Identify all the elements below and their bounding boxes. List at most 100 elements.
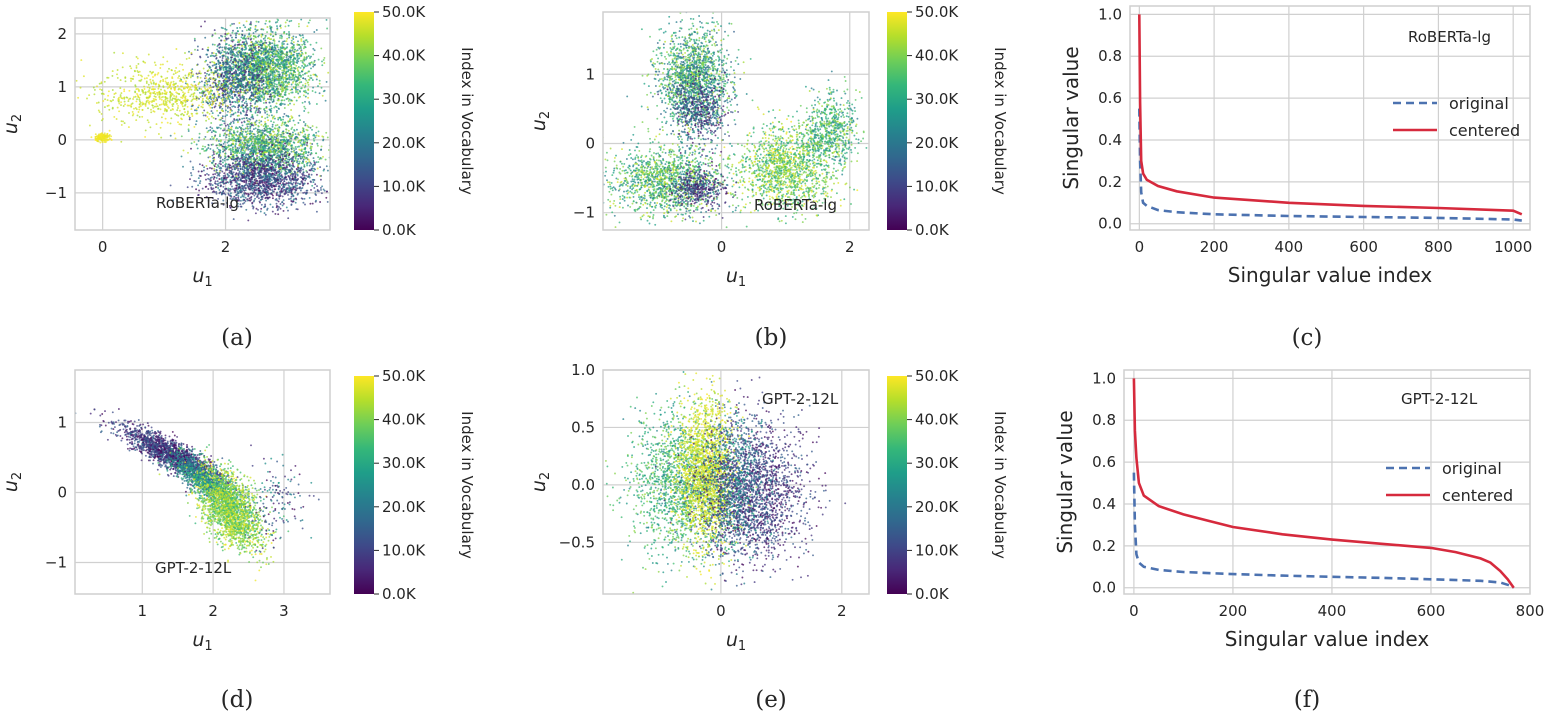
scatter-point — [281, 168, 284, 171]
scatter-point — [241, 70, 244, 73]
scatter-point — [231, 54, 234, 56]
scatter-point — [311, 128, 313, 131]
scatter-point — [211, 127, 214, 130]
scatter-point — [292, 66, 295, 69]
scatter-point — [292, 50, 295, 53]
scatter-point — [258, 155, 261, 158]
scatter-point — [251, 77, 254, 80]
scatter-point — [273, 142, 276, 145]
scatter-point — [253, 121, 256, 124]
scatter-point — [290, 147, 293, 150]
scatter-point — [214, 131, 217, 134]
scatter-point — [277, 130, 280, 132]
scatter-point — [249, 35, 252, 38]
scatter-point — [297, 164, 299, 167]
scatter-point — [231, 23, 234, 25]
scatter-point — [234, 43, 237, 46]
scatter-point — [272, 59, 275, 61]
scatter-point — [284, 90, 287, 92]
scatter-point — [264, 117, 267, 120]
scatter-point — [320, 157, 323, 160]
scatter-point — [230, 52, 233, 54]
scatter-point — [194, 48, 196, 51]
scatter-point — [303, 45, 306, 48]
scatter-point — [286, 73, 289, 76]
scatter-point — [282, 135, 285, 138]
scatter-point — [266, 61, 269, 64]
scatter-point — [297, 60, 300, 63]
scatter-point — [249, 102, 252, 105]
scatter-point — [248, 139, 251, 142]
scatter-point — [274, 33, 277, 36]
scatter-point — [275, 55, 278, 58]
scatter-point — [231, 97, 234, 100]
scatter-point — [289, 89, 292, 92]
scatter-point — [260, 187, 263, 190]
scatter-point — [255, 107, 258, 110]
scatter-point — [233, 137, 236, 140]
scatter-point — [290, 109, 293, 111]
scatter-point — [305, 56, 308, 59]
scatter-point — [309, 142, 312, 145]
scatter-point — [339, 189, 341, 191]
scatter-point — [205, 72, 208, 75]
scatter-point — [234, 32, 237, 35]
scatter-point — [223, 120, 226, 123]
scatter-point — [280, 81, 283, 84]
scatter-point — [281, 42, 284, 45]
scatter-point — [307, 89, 310, 92]
scatter-point — [190, 174, 193, 177]
scatter-point — [266, 26, 269, 28]
scatter-point — [310, 173, 313, 176]
scatter-point — [220, 139, 222, 142]
scatter-point — [235, 96, 238, 99]
scatter-point — [275, 136, 278, 139]
scatter-point — [261, 87, 264, 90]
scatter-point — [220, 26, 223, 29]
scatter-point — [261, 50, 264, 53]
scatter-point — [218, 88, 221, 91]
scatter-point — [299, 75, 302, 78]
scatter-point — [295, 99, 298, 102]
scatter-point — [307, 135, 310, 138]
scatter-point — [262, 58, 264, 61]
scatter-point — [218, 154, 221, 156]
scatter-point — [278, 141, 281, 144]
scatter-point — [308, 102, 311, 105]
scatter-point — [217, 114, 220, 117]
scatter-point — [273, 44, 276, 47]
scatter-point — [248, 12, 250, 14]
scatter-point — [198, 87, 201, 90]
scatter-point — [263, 135, 266, 138]
scatter-point — [222, 61, 225, 64]
scatter-point — [262, 63, 265, 66]
scatter-point — [249, 129, 252, 132]
scatter-point — [252, 128, 255, 131]
scatter-point — [283, 67, 286, 70]
scatter-point — [312, 157, 315, 160]
scatter-point — [287, 24, 290, 27]
scatter-point — [230, 128, 233, 131]
scatter-point — [296, 69, 299, 71]
scatter-point — [279, 156, 282, 159]
scatter-point — [207, 46, 210, 49]
scatter-point — [285, 51, 288, 53]
scatter-point — [211, 112, 214, 115]
scatter-point — [256, 114, 259, 117]
scatter-point — [281, 102, 284, 105]
scatter-point — [265, 78, 268, 81]
scatter-point — [212, 130, 215, 133]
scatter-point — [268, 127, 271, 130]
scatter-point — [324, 158, 327, 161]
scatter-point — [322, 139, 325, 142]
scatter-point — [268, 95, 271, 98]
scatter-point — [196, 45, 199, 48]
scatter-point — [304, 122, 307, 125]
scatter-point — [300, 39, 303, 42]
scatter-point — [248, 81, 251, 84]
scatter-point — [216, 180, 219, 183]
scatter-point — [187, 128, 190, 131]
scatter-point — [280, 37, 283, 40]
scatter-point — [239, 89, 242, 91]
